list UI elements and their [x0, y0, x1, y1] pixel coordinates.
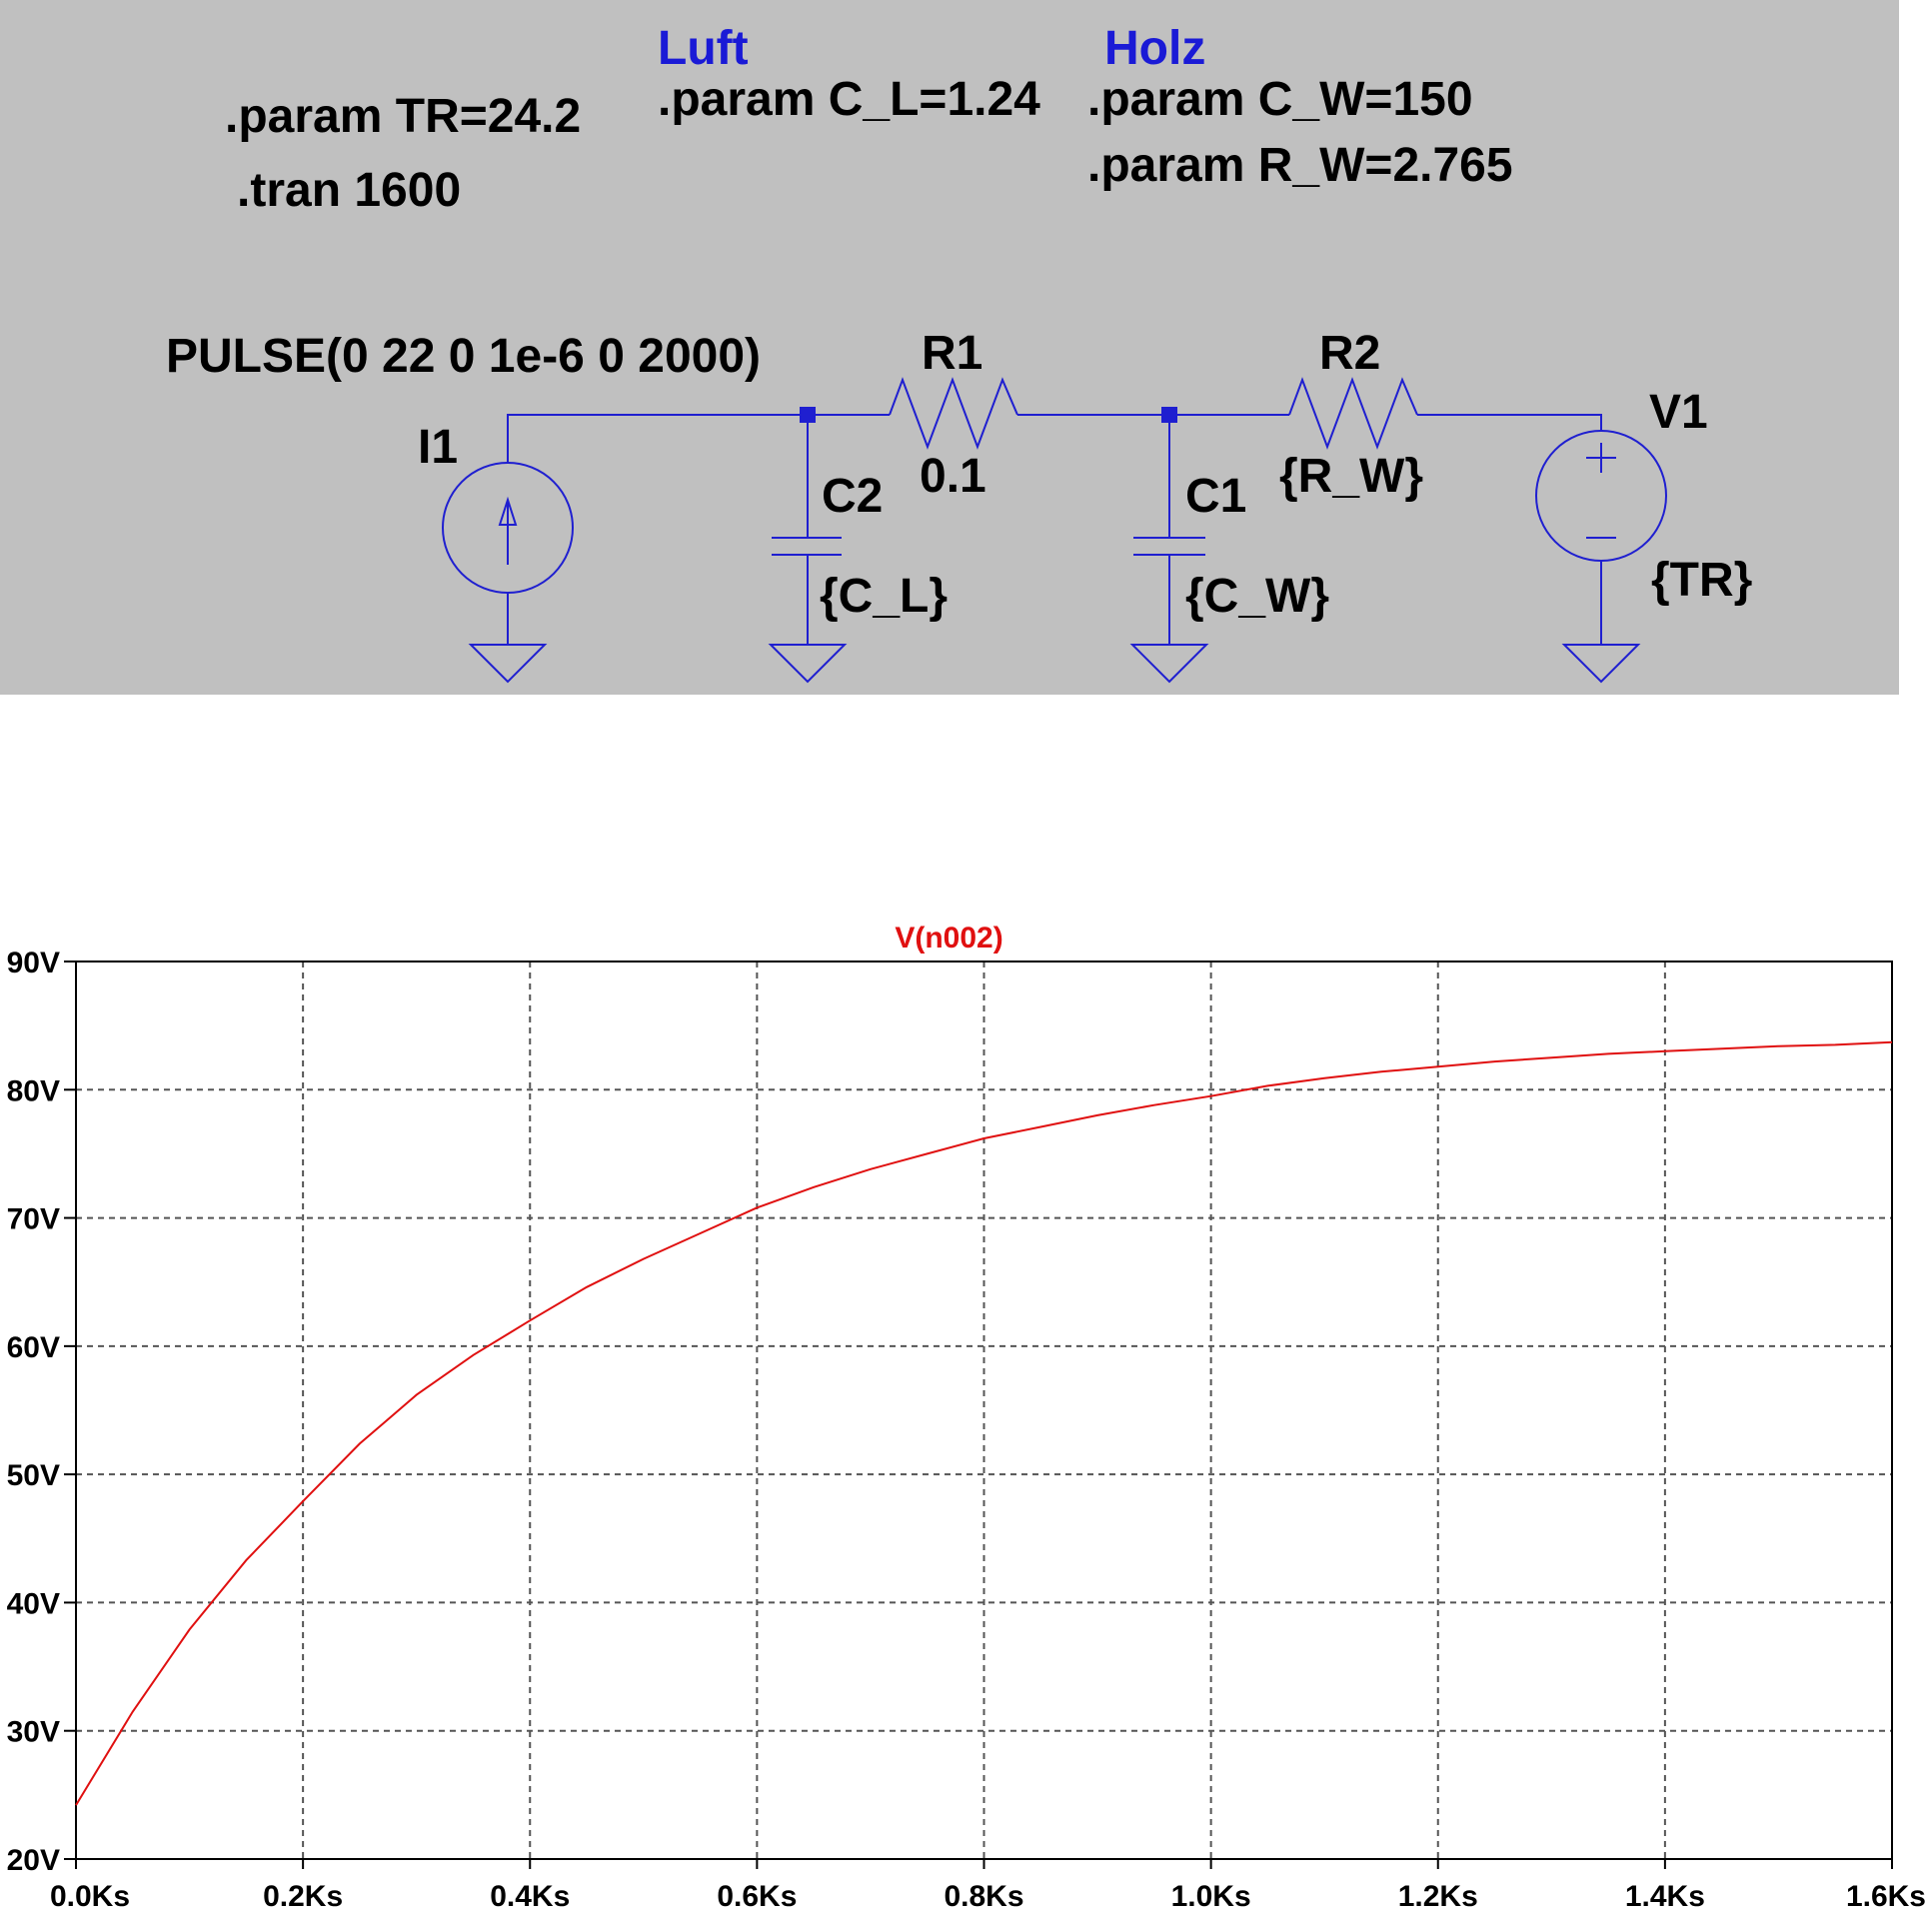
x-tick-label: 1.6Ks: [1846, 1880, 1926, 1913]
component-value-c1[interactable]: {C_W}: [1185, 570, 1329, 623]
x-tick-label: 0.6Ks: [717, 1880, 797, 1913]
directive-param-cl[interactable]: .param C_L=1.24: [658, 73, 1040, 126]
waveform-plot[interactable]: 0.0Ks 0.2Ks 0.4Ks 0.6Ks 0.8Ks 1.0Ks 1.2Ks 1.4Ks…: [0, 900, 1932, 1921]
component-name-v1[interactable]: V1: [1649, 386, 1708, 439]
y-tick-label: 70V: [7, 1203, 60, 1236]
directive-tran[interactable]: .tran 1600: [237, 164, 461, 217]
x-tick-label: 0.4Ks: [490, 1880, 570, 1913]
x-tick-label: 1.4Ks: [1625, 1880, 1705, 1913]
series-layer[interactable]: [75, 1040, 1893, 1806]
current-source-i1[interactable]: [442, 462, 574, 594]
component-value-r2[interactable]: {R_W}: [1279, 450, 1423, 503]
component-name-i1[interactable]: I1: [418, 421, 458, 474]
y-tick-label: 20V: [7, 1844, 60, 1877]
schematic-canvas[interactable]: .param TR=24.2 .tran 1600 Luft .param C_…: [0, 0, 1899, 695]
y-tick-label: 40V: [7, 1587, 60, 1620]
y-tick-label: 50V: [7, 1459, 60, 1492]
schematic-editor[interactable]: .param TR=24.2 .tran 1600 Luft .param C_…: [0, 0, 1899, 695]
directive-param-cw[interactable]: .param C_W=150: [1087, 73, 1473, 126]
capacitor-c2[interactable]: [772, 537, 842, 556]
comment-holz[interactable]: Holz: [1104, 22, 1205, 75]
wire-i1-r1[interactable]: [507, 414, 890, 463]
y-tick-label: 30V: [7, 1716, 60, 1749]
x-tick-label: 1.2Ks: [1398, 1880, 1478, 1913]
resistor-r1[interactable]: [889, 377, 1018, 450]
current-source-symbol: [442, 462, 574, 594]
x-tick-label: 0.0Ks: [50, 1880, 130, 1913]
comment-luft[interactable]: Luft: [658, 22, 749, 75]
component-value-i1[interactable]: PULSE(0 22 0 1e-6 0 2000): [166, 330, 761, 383]
component-name-c1[interactable]: C1: [1185, 470, 1246, 523]
y-tick-label: 90V: [7, 947, 60, 979]
component-value-v1[interactable]: {TR}: [1651, 554, 1752, 607]
voltage-source-v1[interactable]: [1535, 430, 1667, 562]
y-tick-label: 60V: [7, 1331, 60, 1364]
wire-r2-v1[interactable]: [1417, 414, 1602, 432]
component-name-r2[interactable]: R2: [1319, 327, 1380, 380]
ground-icon[interactable]: [1129, 644, 1209, 684]
x-tick-label: 1.0Ks: [1171, 1880, 1251, 1913]
axes: 0.0Ks 0.2Ks 0.4Ks 0.6Ks 0.8Ks 1.0Ks 1.2Ks 1.4Ks…: [7, 947, 1926, 1913]
x-tick-label: 0.8Ks: [944, 1880, 1023, 1913]
component-name-c2[interactable]: C2: [822, 470, 883, 523]
wires[interactable]: [507, 414, 1602, 645]
capacitor-c1[interactable]: [1133, 537, 1205, 556]
arrow-head-icon: [498, 496, 518, 526]
ground-icon[interactable]: [1561, 644, 1641, 684]
component-value-c2[interactable]: {C_L}: [820, 570, 948, 623]
series-line-v-n002[interactable]: [75, 1040, 1893, 1806]
y-tick-label: 80V: [7, 1074, 60, 1107]
component-value-r1[interactable]: 0.1: [920, 450, 986, 503]
resistor-r2[interactable]: [1288, 377, 1418, 450]
voltage-source-symbol: [1535, 430, 1667, 562]
x-tick-label: 0.2Ks: [263, 1880, 343, 1913]
directive-param-rw[interactable]: .param R_W=2.765: [1087, 139, 1513, 192]
ground-icon[interactable]: [768, 644, 848, 684]
component-name-r1[interactable]: R1: [922, 327, 982, 380]
ground-icon[interactable]: [468, 644, 548, 684]
waveform-viewer[interactable]: 0.0Ks 0.2Ks 0.4Ks 0.6Ks 0.8Ks 1.0Ks 1.2Ks 1.4Ks…: [0, 900, 1932, 1921]
junction-n003[interactable]: [1161, 407, 1177, 423]
trace-title[interactable]: V(n002): [895, 922, 1002, 955]
grid: [76, 962, 1892, 1859]
directive-param-tr[interactable]: .param TR=24.2: [225, 90, 581, 143]
junction-n002[interactable]: [800, 407, 816, 423]
